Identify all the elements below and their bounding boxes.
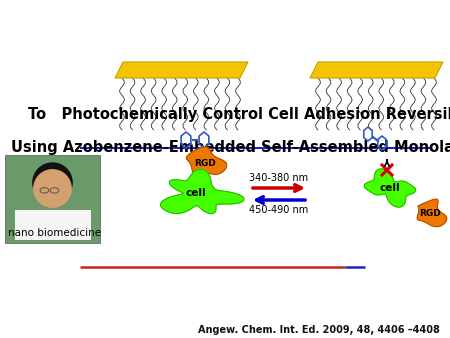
Text: cell: cell bbox=[186, 188, 206, 198]
Circle shape bbox=[33, 169, 72, 208]
Polygon shape bbox=[364, 169, 416, 207]
Text: RGD: RGD bbox=[194, 159, 216, 168]
Text: cell: cell bbox=[380, 183, 400, 193]
Text: 340-380 nm: 340-380 nm bbox=[249, 173, 309, 183]
Polygon shape bbox=[161, 169, 244, 214]
Text: Angew. Chem. Int. Ed. 2009, 48, 4406 –4408: Angew. Chem. Int. Ed. 2009, 48, 4406 –44… bbox=[198, 325, 440, 335]
Polygon shape bbox=[417, 199, 447, 226]
Polygon shape bbox=[310, 62, 443, 78]
Circle shape bbox=[32, 162, 73, 203]
Text: To   Photochemically Control Cell Adhesion Reversibly: To Photochemically Control Cell Adhesion… bbox=[28, 107, 450, 122]
Polygon shape bbox=[115, 62, 248, 78]
Bar bbox=[5, 155, 100, 243]
Polygon shape bbox=[186, 147, 226, 174]
Circle shape bbox=[33, 169, 72, 208]
Text: RGD: RGD bbox=[419, 209, 441, 217]
Text: 450-490 nm: 450-490 nm bbox=[249, 205, 309, 215]
FancyBboxPatch shape bbox=[14, 210, 90, 240]
Text: nano biomedicine: nano biomedicine bbox=[8, 228, 101, 238]
Text: Using Azobenzene-Embedded Self-Assembled Monolayers: Using Azobenzene-Embedded Self-Assembled… bbox=[11, 140, 450, 155]
